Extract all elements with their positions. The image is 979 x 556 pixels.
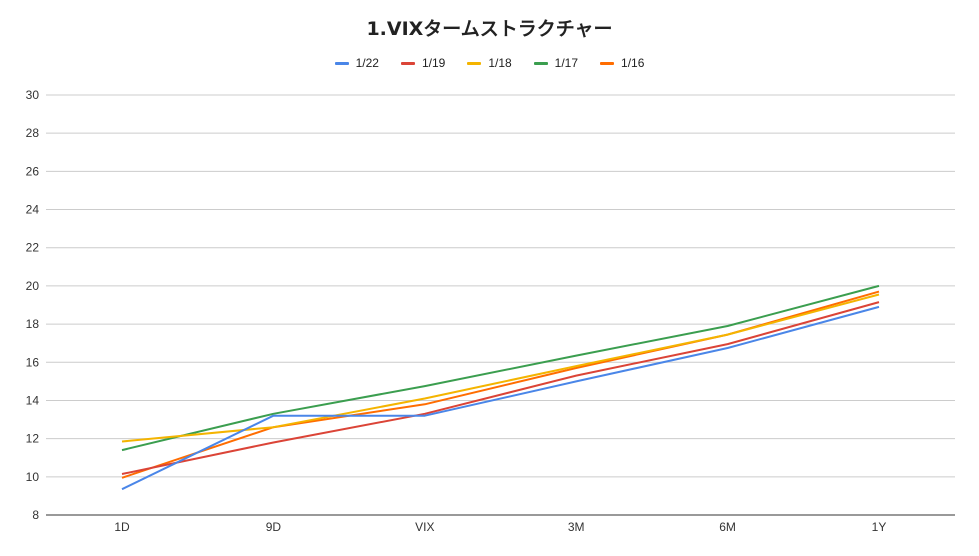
x-tick-label: 6M: [719, 520, 736, 534]
y-tick-label: 8: [32, 508, 39, 522]
legend-item[interactable]: 1/19: [400, 56, 446, 70]
y-tick-label: 20: [26, 279, 40, 293]
x-tick-label: VIX: [415, 520, 434, 534]
legend-swatch: [400, 61, 415, 65]
y-tick-label: 12: [26, 432, 40, 446]
series-line-1-18: [121, 293, 880, 443]
y-tick-label: 18: [26, 317, 40, 331]
y-tick-label: 16: [26, 355, 40, 369]
y-tick-label: 10: [26, 470, 40, 484]
y-tick-label: 24: [26, 203, 40, 217]
chart-title: 1.VIXタームストラクチャー: [366, 18, 613, 40]
y-tick-label: 22: [26, 241, 40, 255]
legend-label: 1/17: [554, 56, 579, 70]
series-line-1-17: [121, 284, 880, 452]
legend: 1/22 1/19 1/18 1/17 1/16: [0, 56, 979, 70]
y-tick-label: 14: [26, 393, 40, 407]
x-tick-label: 3M: [568, 520, 585, 534]
x-tick-label: 1D: [114, 520, 130, 534]
y-tick-label: 28: [26, 126, 40, 140]
legend-item[interactable]: 1/16: [600, 56, 644, 70]
legend-item[interactable]: 1/18: [467, 56, 512, 70]
x-tick-label: 1Y: [872, 520, 887, 534]
y-tick-label: 30: [26, 88, 40, 102]
legend-label: 1/22: [355, 56, 379, 70]
legend-label: 1/19: [421, 56, 446, 70]
y-tick-label: 26: [26, 164, 40, 178]
legend-swatch: [533, 61, 548, 65]
legend-item[interactable]: 1/22: [334, 56, 379, 70]
legend-swatch: [600, 61, 615, 65]
legend-swatch: [467, 61, 482, 65]
legend-label: 1/16: [621, 56, 645, 70]
series-line-1-19: [121, 301, 880, 475]
legend-swatch: [334, 61, 349, 65]
legend-label: 1/18: [488, 56, 512, 70]
legend-item[interactable]: 1/17: [533, 56, 579, 70]
x-tick-label: 9D: [266, 520, 282, 534]
series-line-1-22: [121, 305, 880, 491]
